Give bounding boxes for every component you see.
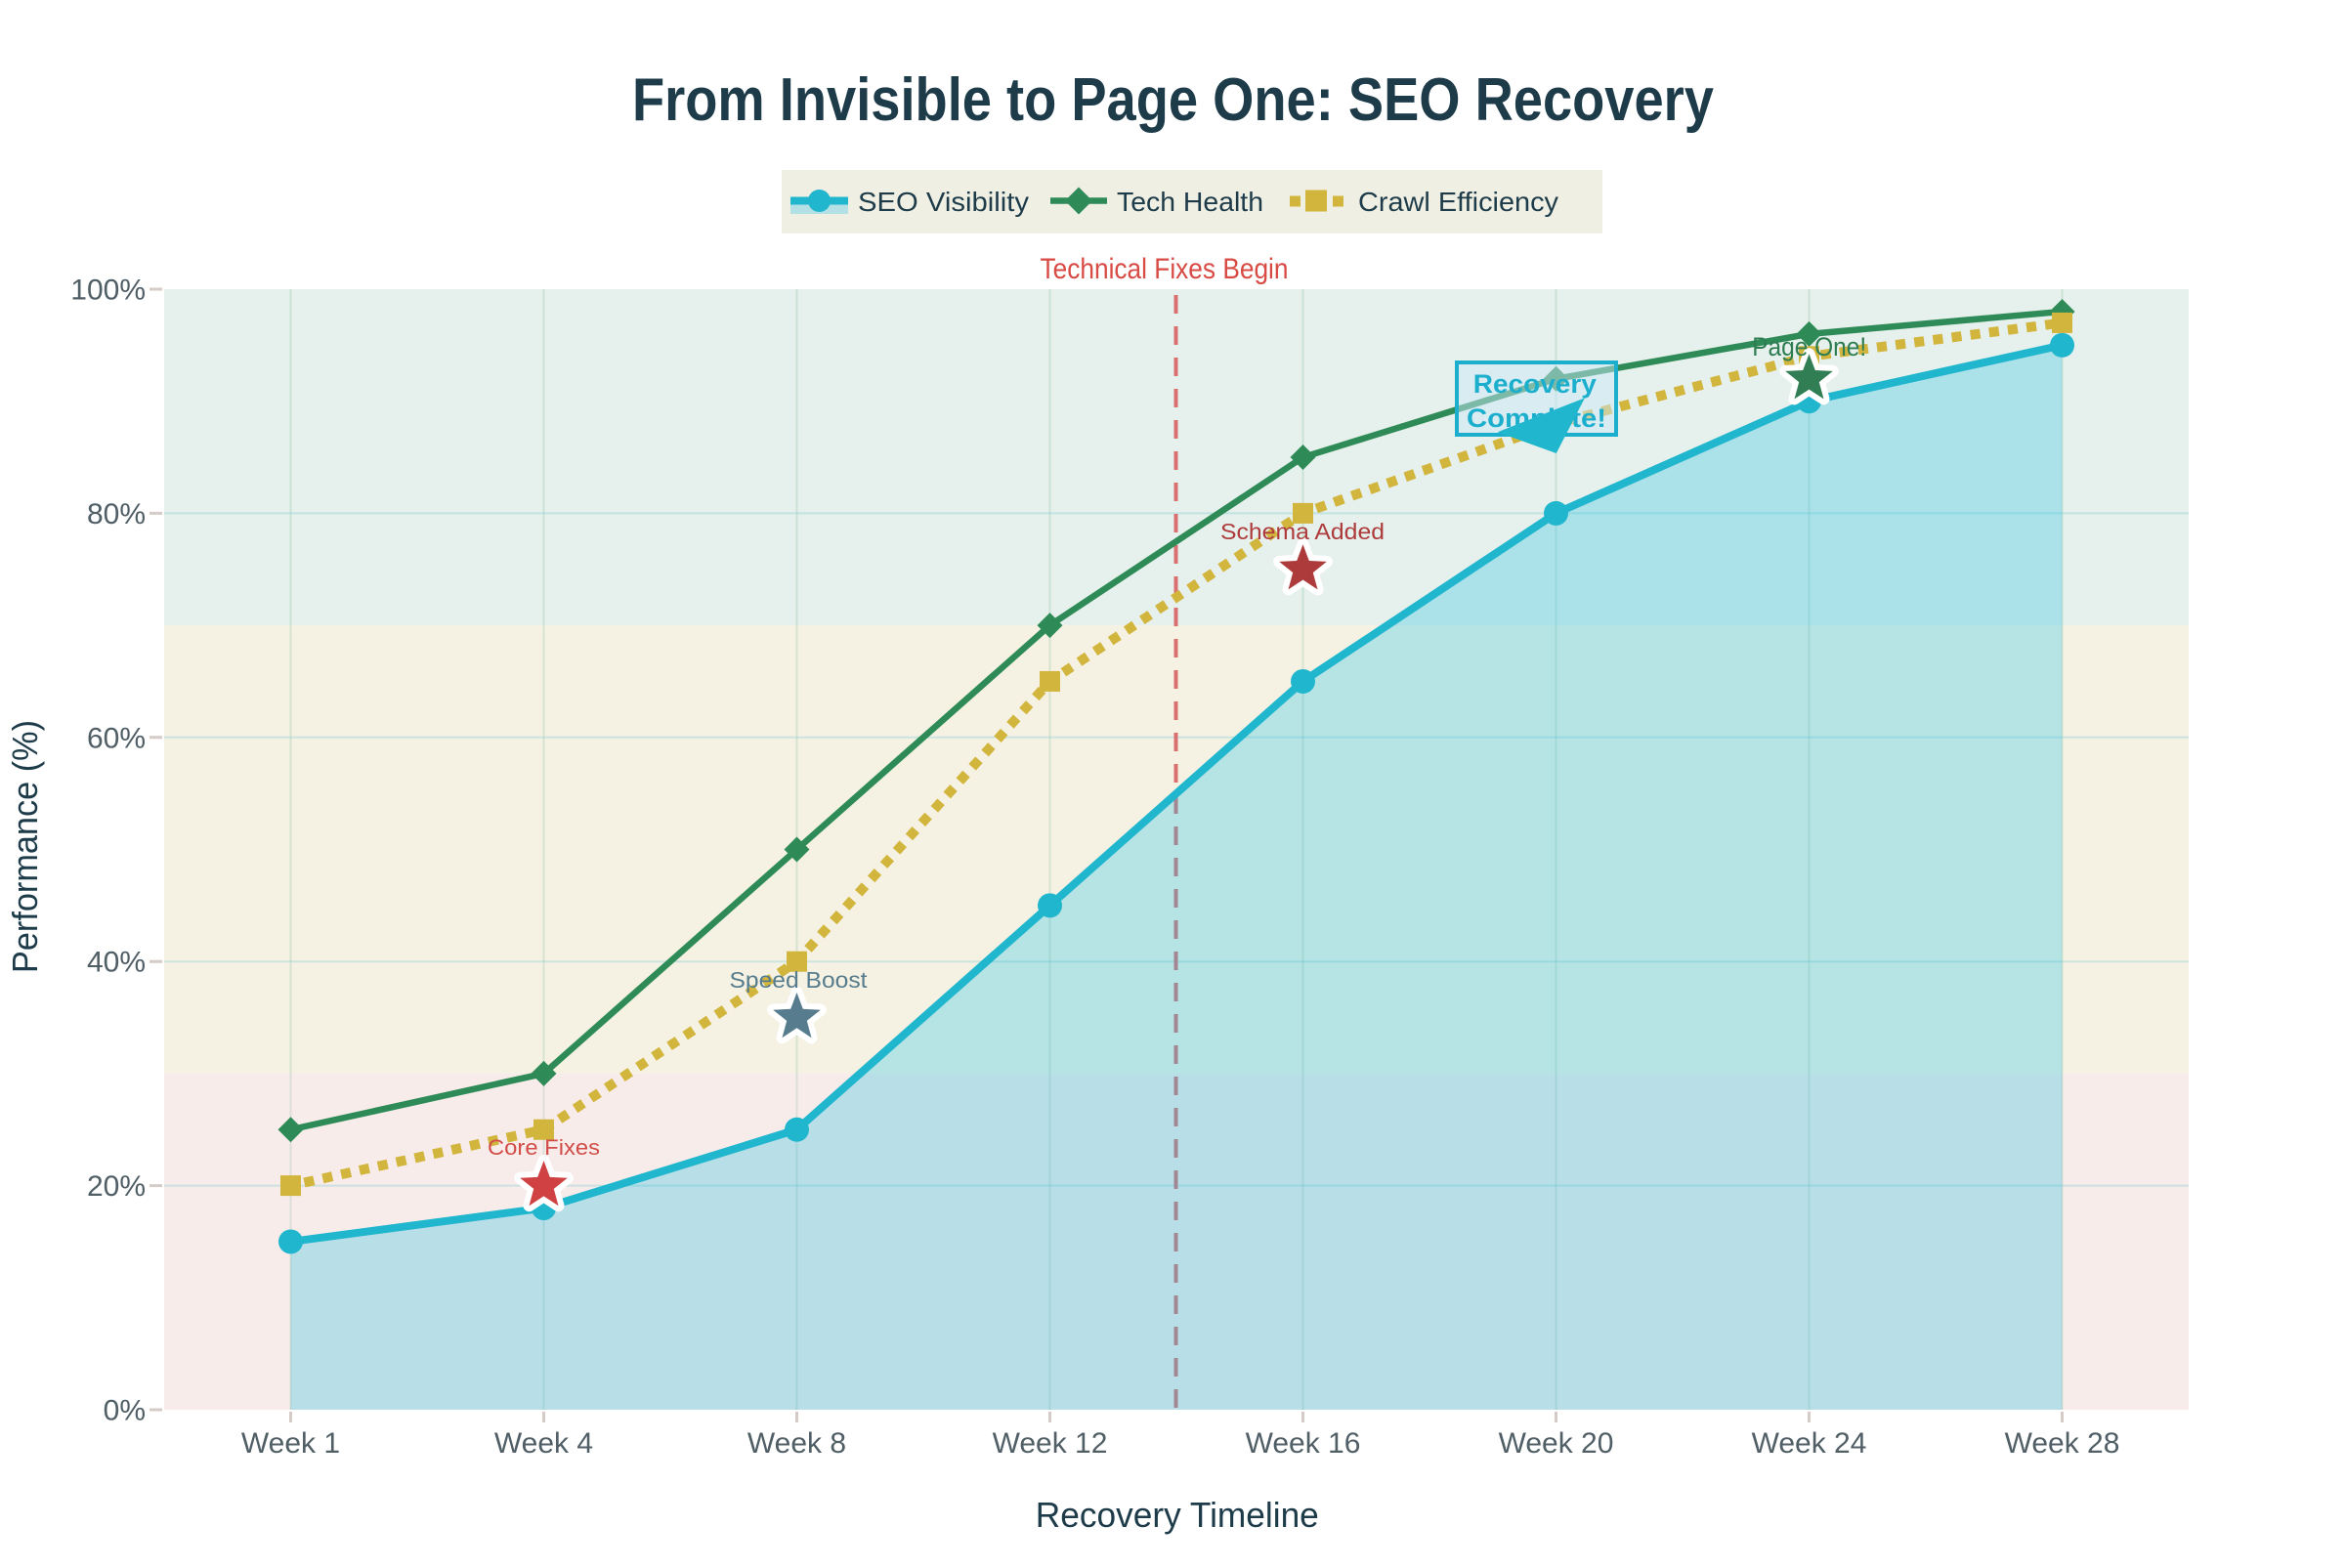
svg-text:Recovery Timeline: Recovery Timeline: [1036, 1495, 1319, 1535]
svg-text:Week 16: Week 16: [1246, 1427, 1361, 1460]
svg-text:20%: 20%: [87, 1170, 146, 1203]
svg-text:80%: 80%: [87, 498, 146, 530]
svg-text:Page One!: Page One!: [1752, 332, 1866, 361]
svg-text:Tech Health: Tech Health: [1117, 187, 1263, 217]
svg-text:40%: 40%: [87, 947, 146, 979]
svg-text:100%: 100%: [70, 275, 146, 307]
svg-text:0%: 0%: [104, 1395, 146, 1427]
svg-text:Week 8: Week 8: [747, 1427, 846, 1460]
svg-text:Week 24: Week 24: [1752, 1427, 1867, 1460]
svg-text:From Invisible to Page One: SE: From Invisible to Page One: SEO Recovery: [632, 66, 1714, 134]
svg-text:Schema Added: Schema Added: [1220, 519, 1385, 544]
svg-text:Week 4: Week 4: [494, 1427, 593, 1460]
svg-text:SEO Visibility: SEO Visibility: [858, 187, 1029, 217]
svg-text:Week 12: Week 12: [993, 1427, 1108, 1460]
svg-text:Recovery: Recovery: [1473, 369, 1597, 399]
svg-text:Week 1: Week 1: [241, 1427, 340, 1460]
svg-text:Technical Fixes Begin: Technical Fixes Begin: [1041, 253, 1289, 285]
svg-text:60%: 60%: [87, 722, 146, 754]
svg-text:Crawl Efficiency: Crawl Efficiency: [1358, 187, 1558, 217]
svg-text:Performance (%): Performance (%): [5, 720, 45, 973]
svg-text:Speed Boost: Speed Boost: [730, 967, 869, 993]
svg-text:Week 20: Week 20: [1499, 1427, 1614, 1460]
svg-text:Week 28: Week 28: [2005, 1427, 2120, 1460]
svg-text:Core Fixes: Core Fixes: [488, 1135, 600, 1160]
